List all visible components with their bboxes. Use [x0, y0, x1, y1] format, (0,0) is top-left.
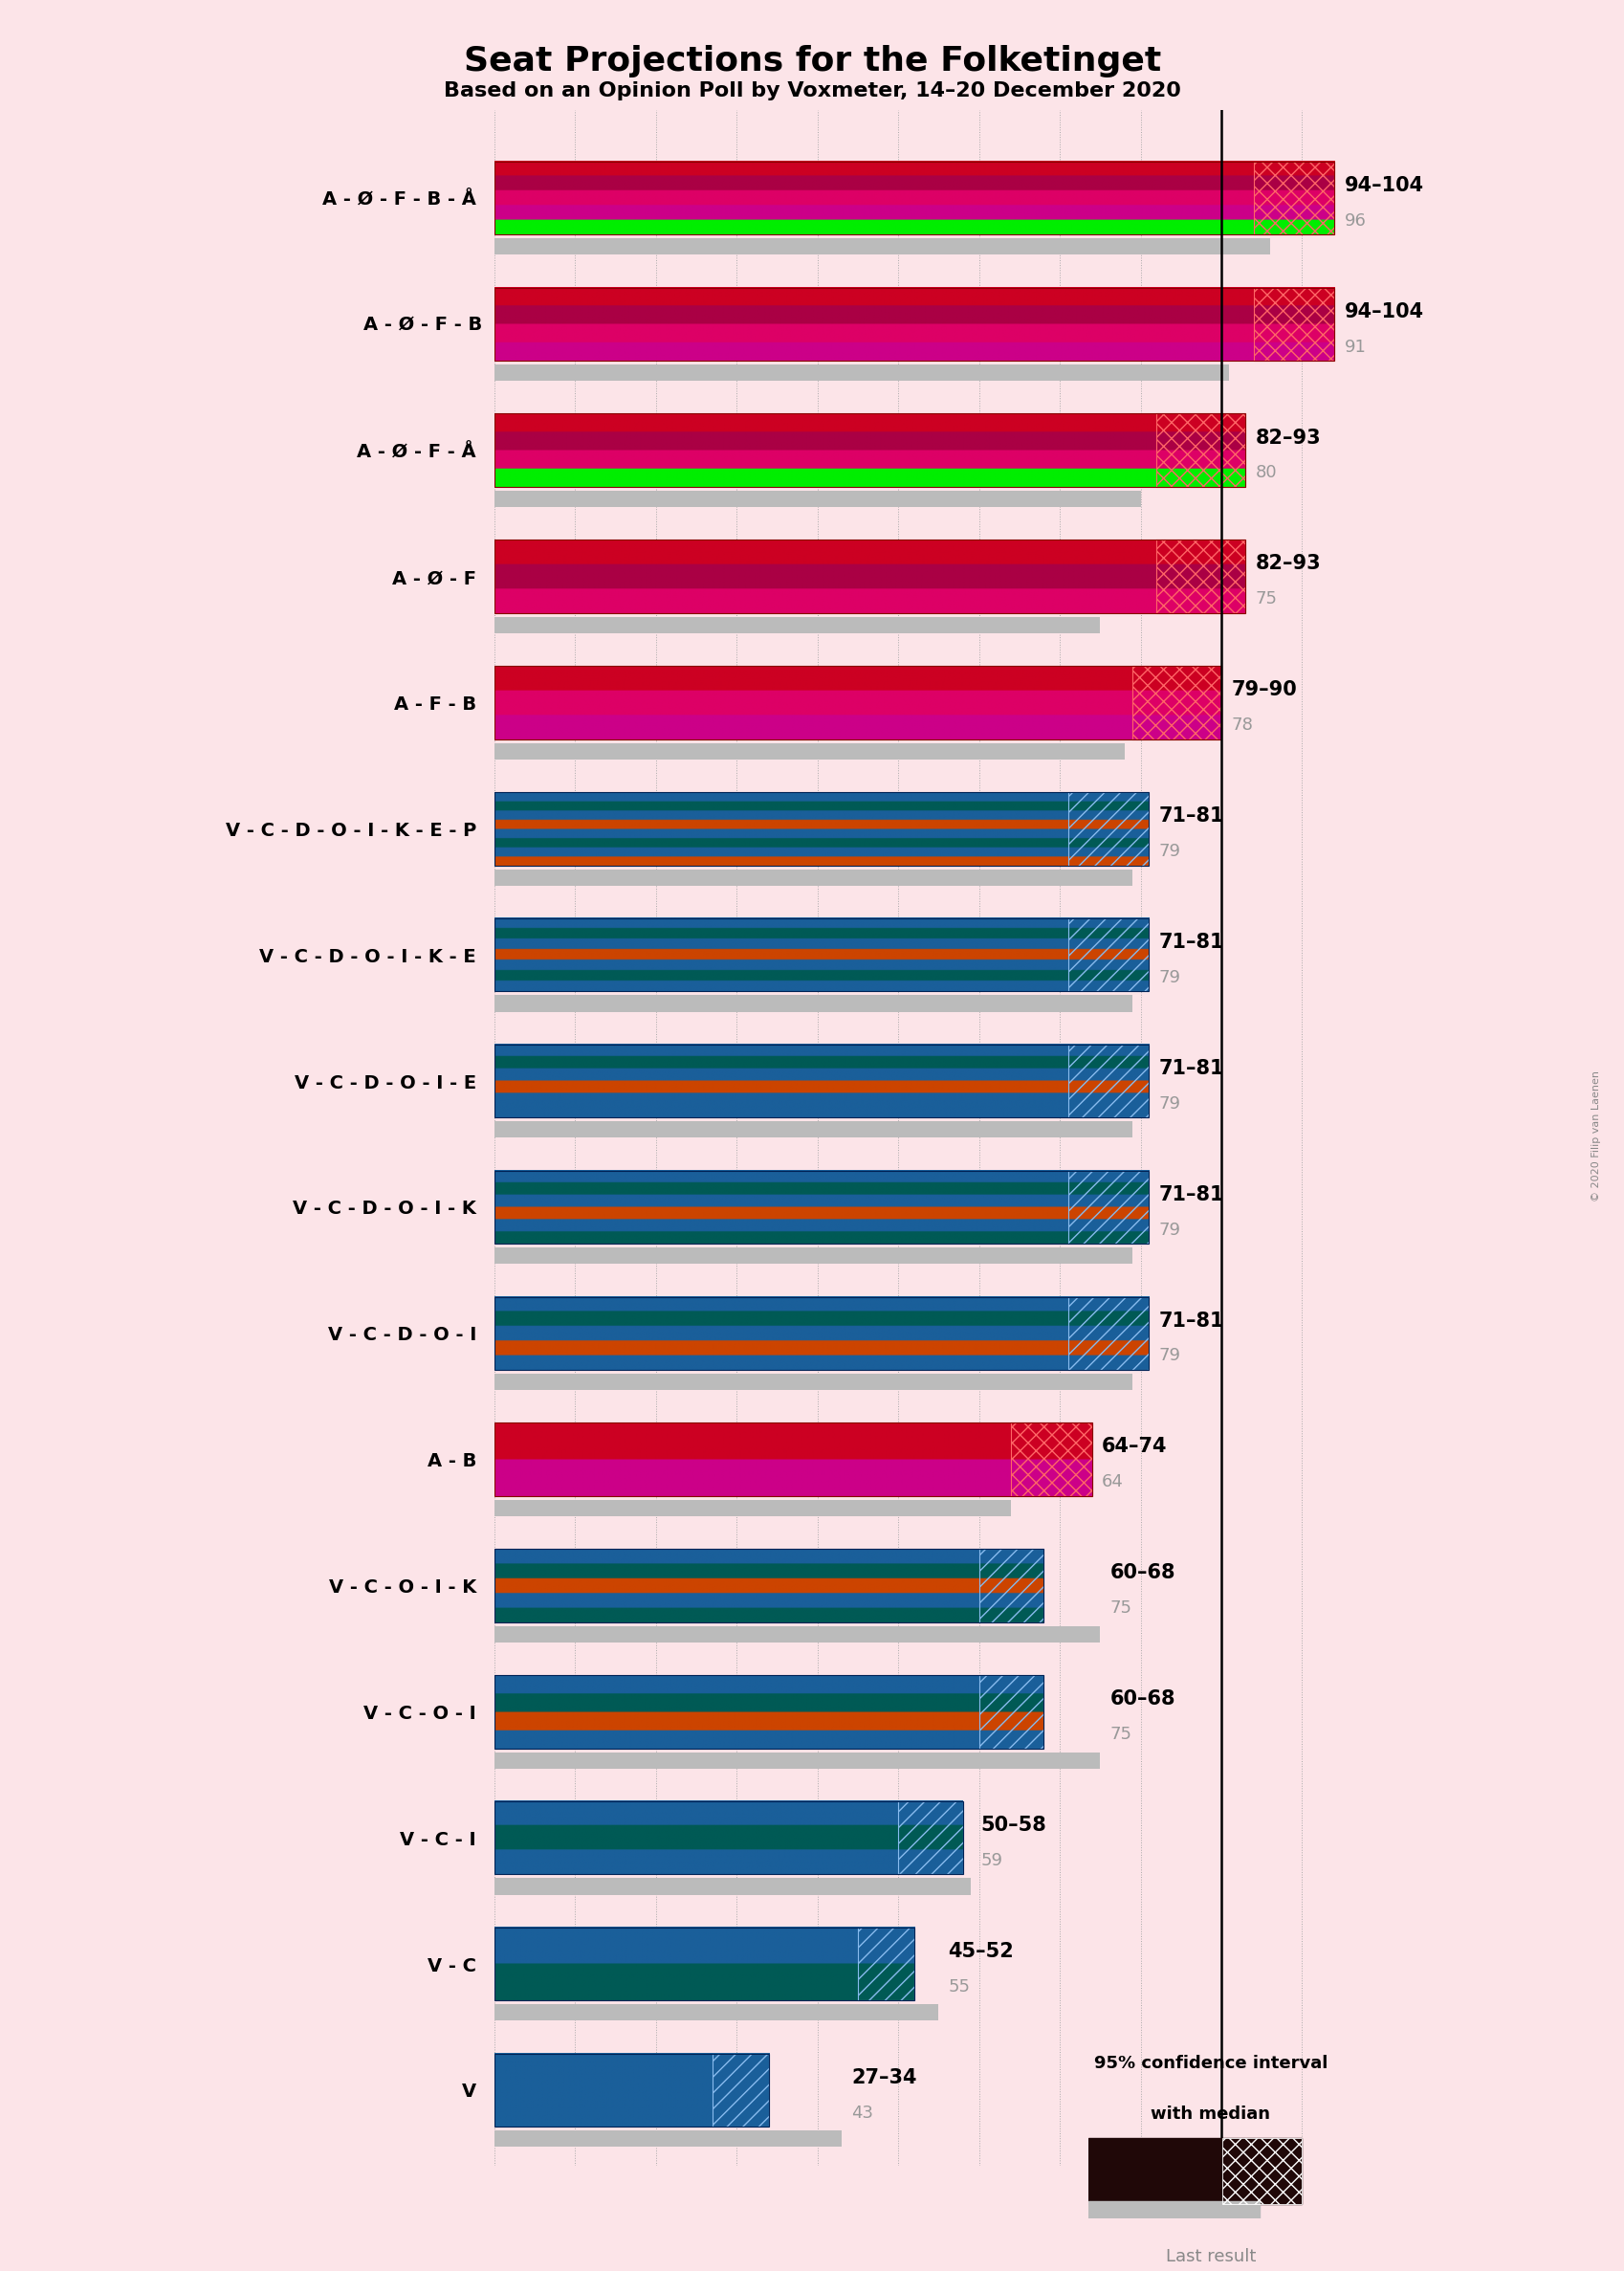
- Text: 96: 96: [1343, 211, 1366, 229]
- Bar: [494, 161, 1333, 234]
- Bar: [494, 870, 1132, 886]
- Bar: [494, 743, 1124, 759]
- Bar: [494, 1928, 914, 2001]
- Text: 79: 79: [1158, 1222, 1179, 1238]
- Bar: [494, 1676, 1043, 1749]
- Bar: [857, 1928, 914, 2001]
- Text: 60–68: 60–68: [1109, 1690, 1174, 1708]
- Bar: [494, 1499, 1010, 1517]
- Text: 79: 79: [1158, 1347, 1179, 1365]
- Bar: [494, 1751, 1099, 1769]
- Bar: [494, 1045, 1148, 1117]
- Bar: [494, 238, 1268, 254]
- Bar: [494, 1122, 1132, 1138]
- Bar: [1067, 1297, 1148, 1369]
- Bar: [1223, 2137, 1301, 2205]
- Text: 79: 79: [1158, 843, 1179, 861]
- Text: 94–104: 94–104: [1343, 302, 1423, 320]
- Text: 78: 78: [1231, 718, 1252, 734]
- Text: with median: with median: [1150, 2105, 1270, 2123]
- Text: © 2020 Filip van Laenen: © 2020 Filip van Laenen: [1590, 1070, 1600, 1201]
- Text: 50–58: 50–58: [979, 1817, 1046, 1835]
- Text: 45–52: 45–52: [948, 1942, 1013, 1960]
- Text: 75: 75: [1109, 1726, 1132, 1744]
- Text: 95% confidence interval: 95% confidence interval: [1093, 2055, 1327, 2073]
- Text: 79: 79: [1158, 1095, 1179, 1113]
- Text: 64: 64: [1101, 1474, 1124, 1490]
- Text: 71–81: 71–81: [1158, 933, 1223, 952]
- Bar: [494, 2130, 841, 2146]
- Bar: [1067, 917, 1148, 992]
- Text: 82–93: 82–93: [1255, 554, 1320, 572]
- Bar: [1067, 1170, 1148, 1245]
- Bar: [494, 665, 1221, 738]
- Bar: [1223, 2137, 1301, 2205]
- Text: 71–81: 71–81: [1158, 1058, 1223, 1079]
- Bar: [1254, 288, 1333, 361]
- Text: 80: 80: [1255, 463, 1276, 481]
- Bar: [494, 1801, 963, 1874]
- Bar: [494, 1878, 971, 1894]
- Bar: [1088, 2201, 1259, 2228]
- Bar: [1088, 2137, 1223, 2205]
- Bar: [494, 366, 1229, 382]
- Bar: [494, 1626, 1099, 1642]
- Bar: [978, 1549, 1043, 1621]
- Text: 43: 43: [851, 2105, 872, 2121]
- Bar: [898, 1801, 963, 1874]
- Bar: [711, 2053, 768, 2126]
- Text: 59: 59: [979, 1851, 1002, 1869]
- Text: 82–93: 82–93: [1255, 429, 1320, 447]
- Text: 27–34: 27–34: [851, 2069, 916, 2087]
- Bar: [494, 413, 1246, 486]
- Bar: [1067, 793, 1148, 865]
- Text: 79: 79: [1158, 970, 1179, 986]
- Text: 71–81: 71–81: [1158, 1185, 1223, 1204]
- Bar: [494, 995, 1132, 1011]
- Text: Last result: Last result: [1164, 2248, 1255, 2266]
- Text: 94–104: 94–104: [1343, 175, 1423, 195]
- Bar: [1254, 161, 1333, 234]
- Bar: [494, 2053, 768, 2126]
- Bar: [1067, 1045, 1148, 1117]
- Text: 64–74: 64–74: [1101, 1438, 1166, 1456]
- Bar: [494, 288, 1333, 361]
- Bar: [1132, 665, 1221, 738]
- Bar: [494, 1549, 1043, 1621]
- Bar: [494, 917, 1148, 992]
- Bar: [494, 793, 1148, 865]
- Bar: [494, 1170, 1148, 1245]
- Bar: [978, 1676, 1043, 1749]
- Text: 75: 75: [1255, 590, 1276, 609]
- Text: 91: 91: [1343, 338, 1366, 357]
- Text: 55: 55: [948, 1978, 970, 1996]
- Bar: [494, 540, 1246, 613]
- Text: 71–81: 71–81: [1158, 1310, 1223, 1331]
- Text: Seat Projections for the Folketinget: Seat Projections for the Folketinget: [463, 45, 1161, 77]
- Bar: [494, 1374, 1132, 1390]
- Bar: [1156, 413, 1246, 486]
- Bar: [494, 618, 1099, 634]
- Bar: [494, 491, 1140, 506]
- Text: 60–68: 60–68: [1109, 1562, 1174, 1583]
- Text: Based on an Opinion Poll by Voxmeter, 14–20 December 2020: Based on an Opinion Poll by Voxmeter, 14…: [443, 82, 1181, 100]
- Bar: [494, 1247, 1132, 1265]
- Text: 75: 75: [1109, 1599, 1132, 1617]
- Bar: [494, 2005, 939, 2021]
- Bar: [494, 1424, 1091, 1497]
- Bar: [1156, 540, 1246, 613]
- Text: A - Ø - F - B: A - Ø - F - B: [364, 316, 482, 334]
- Text: 71–81: 71–81: [1158, 806, 1223, 827]
- Bar: [494, 1297, 1148, 1369]
- Text: 79–90: 79–90: [1231, 681, 1296, 699]
- Bar: [1010, 1424, 1091, 1497]
